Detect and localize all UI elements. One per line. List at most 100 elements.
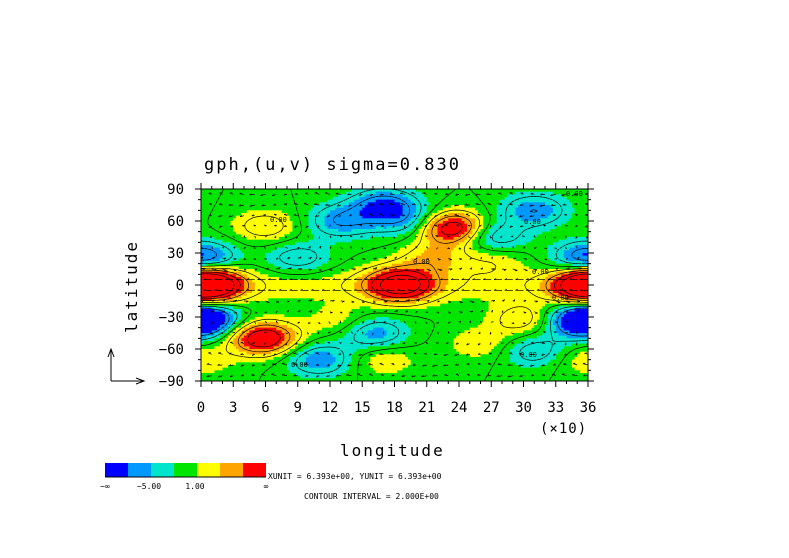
field-cell bbox=[456, 210, 460, 214]
field-cell bbox=[526, 189, 530, 193]
field-cell bbox=[300, 218, 304, 222]
field-cell bbox=[418, 215, 422, 219]
field-cell bbox=[254, 202, 259, 206]
field-cell bbox=[340, 191, 345, 195]
field-cell bbox=[579, 189, 584, 193]
field-cell bbox=[504, 202, 508, 206]
field-cell bbox=[547, 229, 551, 233]
field-cell bbox=[577, 221, 581, 225]
field-cell bbox=[343, 221, 347, 225]
field-cell bbox=[356, 197, 361, 201]
field-cell bbox=[539, 221, 543, 225]
field-cell bbox=[410, 218, 414, 222]
field-cell bbox=[510, 197, 514, 201]
field-cell bbox=[262, 194, 267, 198]
field-cell bbox=[539, 202, 543, 206]
field-cell bbox=[488, 191, 492, 195]
field-cell bbox=[515, 194, 519, 198]
field-cell bbox=[472, 218, 476, 222]
field-cell bbox=[469, 202, 474, 206]
field-cell bbox=[456, 213, 460, 217]
field-cell bbox=[531, 202, 535, 206]
field-cell bbox=[351, 197, 355, 201]
field-cell bbox=[203, 226, 207, 230]
field-cell bbox=[297, 194, 302, 198]
field-cell bbox=[421, 223, 425, 227]
field-cell bbox=[311, 234, 315, 238]
field-cell bbox=[467, 221, 471, 225]
field-cell bbox=[545, 205, 549, 209]
field-cell bbox=[432, 223, 436, 227]
field-cell bbox=[555, 202, 560, 206]
field-cell bbox=[440, 218, 444, 222]
field-cell bbox=[252, 234, 256, 238]
field-cell bbox=[340, 221, 345, 225]
field-cell bbox=[235, 194, 240, 198]
field-cell bbox=[397, 207, 401, 211]
field-cell bbox=[405, 231, 409, 235]
field-cell bbox=[571, 234, 576, 238]
field-cell bbox=[483, 197, 487, 201]
field-cell bbox=[214, 237, 218, 241]
field-cell bbox=[480, 237, 484, 241]
field-cell bbox=[356, 234, 361, 238]
field-cell bbox=[579, 205, 584, 209]
field-cell bbox=[278, 199, 283, 203]
field-cell bbox=[569, 189, 573, 193]
field-cell bbox=[260, 229, 264, 233]
field-cell bbox=[246, 213, 250, 217]
field-cell bbox=[278, 234, 283, 238]
field-cell bbox=[389, 226, 393, 230]
field-cell bbox=[558, 191, 562, 195]
field-cell bbox=[206, 191, 210, 195]
field-cell bbox=[335, 194, 339, 198]
field-cell bbox=[246, 229, 250, 233]
field-cell bbox=[426, 202, 431, 206]
field-cell bbox=[545, 226, 549, 230]
field-cell bbox=[254, 221, 259, 225]
field-cell bbox=[249, 226, 253, 230]
field-cell bbox=[273, 239, 277, 243]
field-cell bbox=[217, 221, 221, 225]
field-cell bbox=[421, 237, 425, 241]
field-cell bbox=[421, 210, 425, 214]
field-cell bbox=[469, 199, 474, 203]
field-cell bbox=[553, 191, 557, 195]
field-cell bbox=[230, 226, 234, 230]
field-cell bbox=[504, 191, 508, 195]
field-cell bbox=[534, 215, 538, 219]
field-cell bbox=[300, 221, 304, 225]
field-cell bbox=[257, 189, 261, 193]
field-cell bbox=[510, 189, 514, 193]
field-cell bbox=[518, 207, 522, 211]
field-cell bbox=[579, 218, 584, 222]
field-cell bbox=[442, 194, 447, 198]
field-cell bbox=[553, 202, 557, 206]
field-cell bbox=[276, 239, 280, 243]
field-cell bbox=[343, 207, 347, 211]
field-cell bbox=[550, 215, 554, 219]
field-cell bbox=[566, 226, 570, 230]
field-cell bbox=[485, 189, 490, 193]
field-cell bbox=[332, 213, 336, 217]
field-cell bbox=[461, 234, 465, 238]
field-cell bbox=[491, 191, 495, 195]
field-cell bbox=[244, 229, 248, 233]
field-cell bbox=[496, 207, 500, 211]
field-cell bbox=[582, 221, 586, 225]
field-cell bbox=[563, 205, 568, 209]
field-cell bbox=[542, 189, 546, 193]
field-cell bbox=[370, 191, 374, 195]
field-cell bbox=[276, 229, 280, 233]
field-cell bbox=[270, 231, 275, 235]
field-cell bbox=[367, 194, 371, 198]
field-cell bbox=[364, 197, 369, 201]
field-cell bbox=[330, 205, 334, 209]
field-cell bbox=[222, 202, 226, 206]
field-cell bbox=[238, 237, 242, 241]
field-cell bbox=[270, 205, 275, 209]
field-cell bbox=[416, 226, 420, 230]
field-cell bbox=[429, 199, 433, 203]
field-cell bbox=[491, 202, 495, 206]
field-cell bbox=[571, 210, 576, 214]
